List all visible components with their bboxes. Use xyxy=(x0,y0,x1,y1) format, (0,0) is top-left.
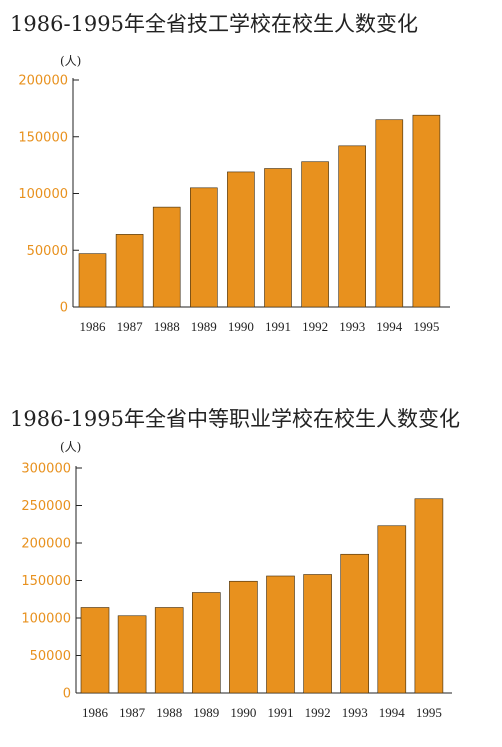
bar xyxy=(190,187,218,308)
x-tick-label: 1989 xyxy=(191,319,217,334)
x-tick-label: 1991 xyxy=(265,319,291,334)
x-tick-label: 1993 xyxy=(339,319,365,334)
x-tick-label: 1987 xyxy=(117,319,144,334)
bar xyxy=(78,253,107,308)
chart-1: 1986-1995年全省技工学校在校生人数变化 (人) 0 50000 100000… xyxy=(0,0,502,360)
x-tick-label: 1988 xyxy=(156,705,182,720)
y-tick-label: 250000 xyxy=(21,499,71,514)
x-tick-label: 1994 xyxy=(376,319,403,334)
bar xyxy=(414,498,444,694)
x-tick-label: 1995 xyxy=(413,319,439,334)
x-tick-label: 1992 xyxy=(305,705,331,720)
x-tick-label: 1993 xyxy=(342,705,368,720)
x-tick-label: 1994 xyxy=(379,705,406,720)
y-tick-label: 0 xyxy=(60,301,68,316)
y-unit-label: (人) xyxy=(60,440,82,454)
y-tick-label: 100000 xyxy=(18,187,68,202)
bar xyxy=(229,580,258,694)
bar xyxy=(266,575,295,694)
x-tick-label: 1987 xyxy=(119,705,146,720)
y-tick-label: 200000 xyxy=(21,537,71,552)
y-tick-label: 200000 xyxy=(18,74,68,89)
x-tick-label: 1989 xyxy=(193,705,219,720)
y-tick-label: 150000 xyxy=(18,130,68,145)
bar xyxy=(117,615,147,694)
bar xyxy=(303,574,332,694)
y-tick-label: 50000 xyxy=(27,244,68,259)
bar xyxy=(192,592,221,694)
x-tick-label: 1992 xyxy=(302,319,328,334)
x-tick-label: 1986 xyxy=(80,319,107,334)
x-tick-label: 1990 xyxy=(228,319,254,334)
x-tick-label: 1988 xyxy=(154,319,180,334)
bar xyxy=(301,161,329,308)
bar xyxy=(154,607,184,694)
chart-title: 1986-1995年全省中等职业学校在校生人数变化 xyxy=(10,407,460,431)
chart-2: 1986-1995年全省中等职业学校在校生人数变化 (人) 0 50000 1000… xyxy=(0,395,502,747)
bar xyxy=(264,168,292,308)
x-tick-label: 1986 xyxy=(82,705,109,720)
chart-2-plot: 0 50000 100000 150000 200000 250000 300000 1986… xyxy=(21,462,452,720)
bar xyxy=(375,119,404,308)
bar xyxy=(227,171,255,308)
chart-1-plot: 0 50000 100000 150000 200000 1986 1987 1988 1989… xyxy=(18,74,450,334)
y-tick-label: 100000 xyxy=(21,612,71,627)
y-unit-label: (人) xyxy=(60,54,82,68)
y-tick-label: 150000 xyxy=(21,574,71,589)
y-tick-label: 300000 xyxy=(21,462,71,477)
bar xyxy=(115,234,144,308)
chart-title: 1986-1995年全省技工学校在校生人数变化 xyxy=(10,12,418,36)
bar xyxy=(80,607,110,694)
x-tick-label: 1990 xyxy=(230,705,256,720)
bar xyxy=(412,114,441,308)
bar xyxy=(338,145,367,308)
y-tick-label: 0 xyxy=(63,687,71,702)
y-tick-label: 50000 xyxy=(30,649,71,664)
bar xyxy=(152,206,181,308)
bar xyxy=(377,525,407,694)
x-tick-label: 1991 xyxy=(268,705,294,720)
x-tick-label: 1995 xyxy=(416,705,442,720)
bar xyxy=(340,553,370,694)
